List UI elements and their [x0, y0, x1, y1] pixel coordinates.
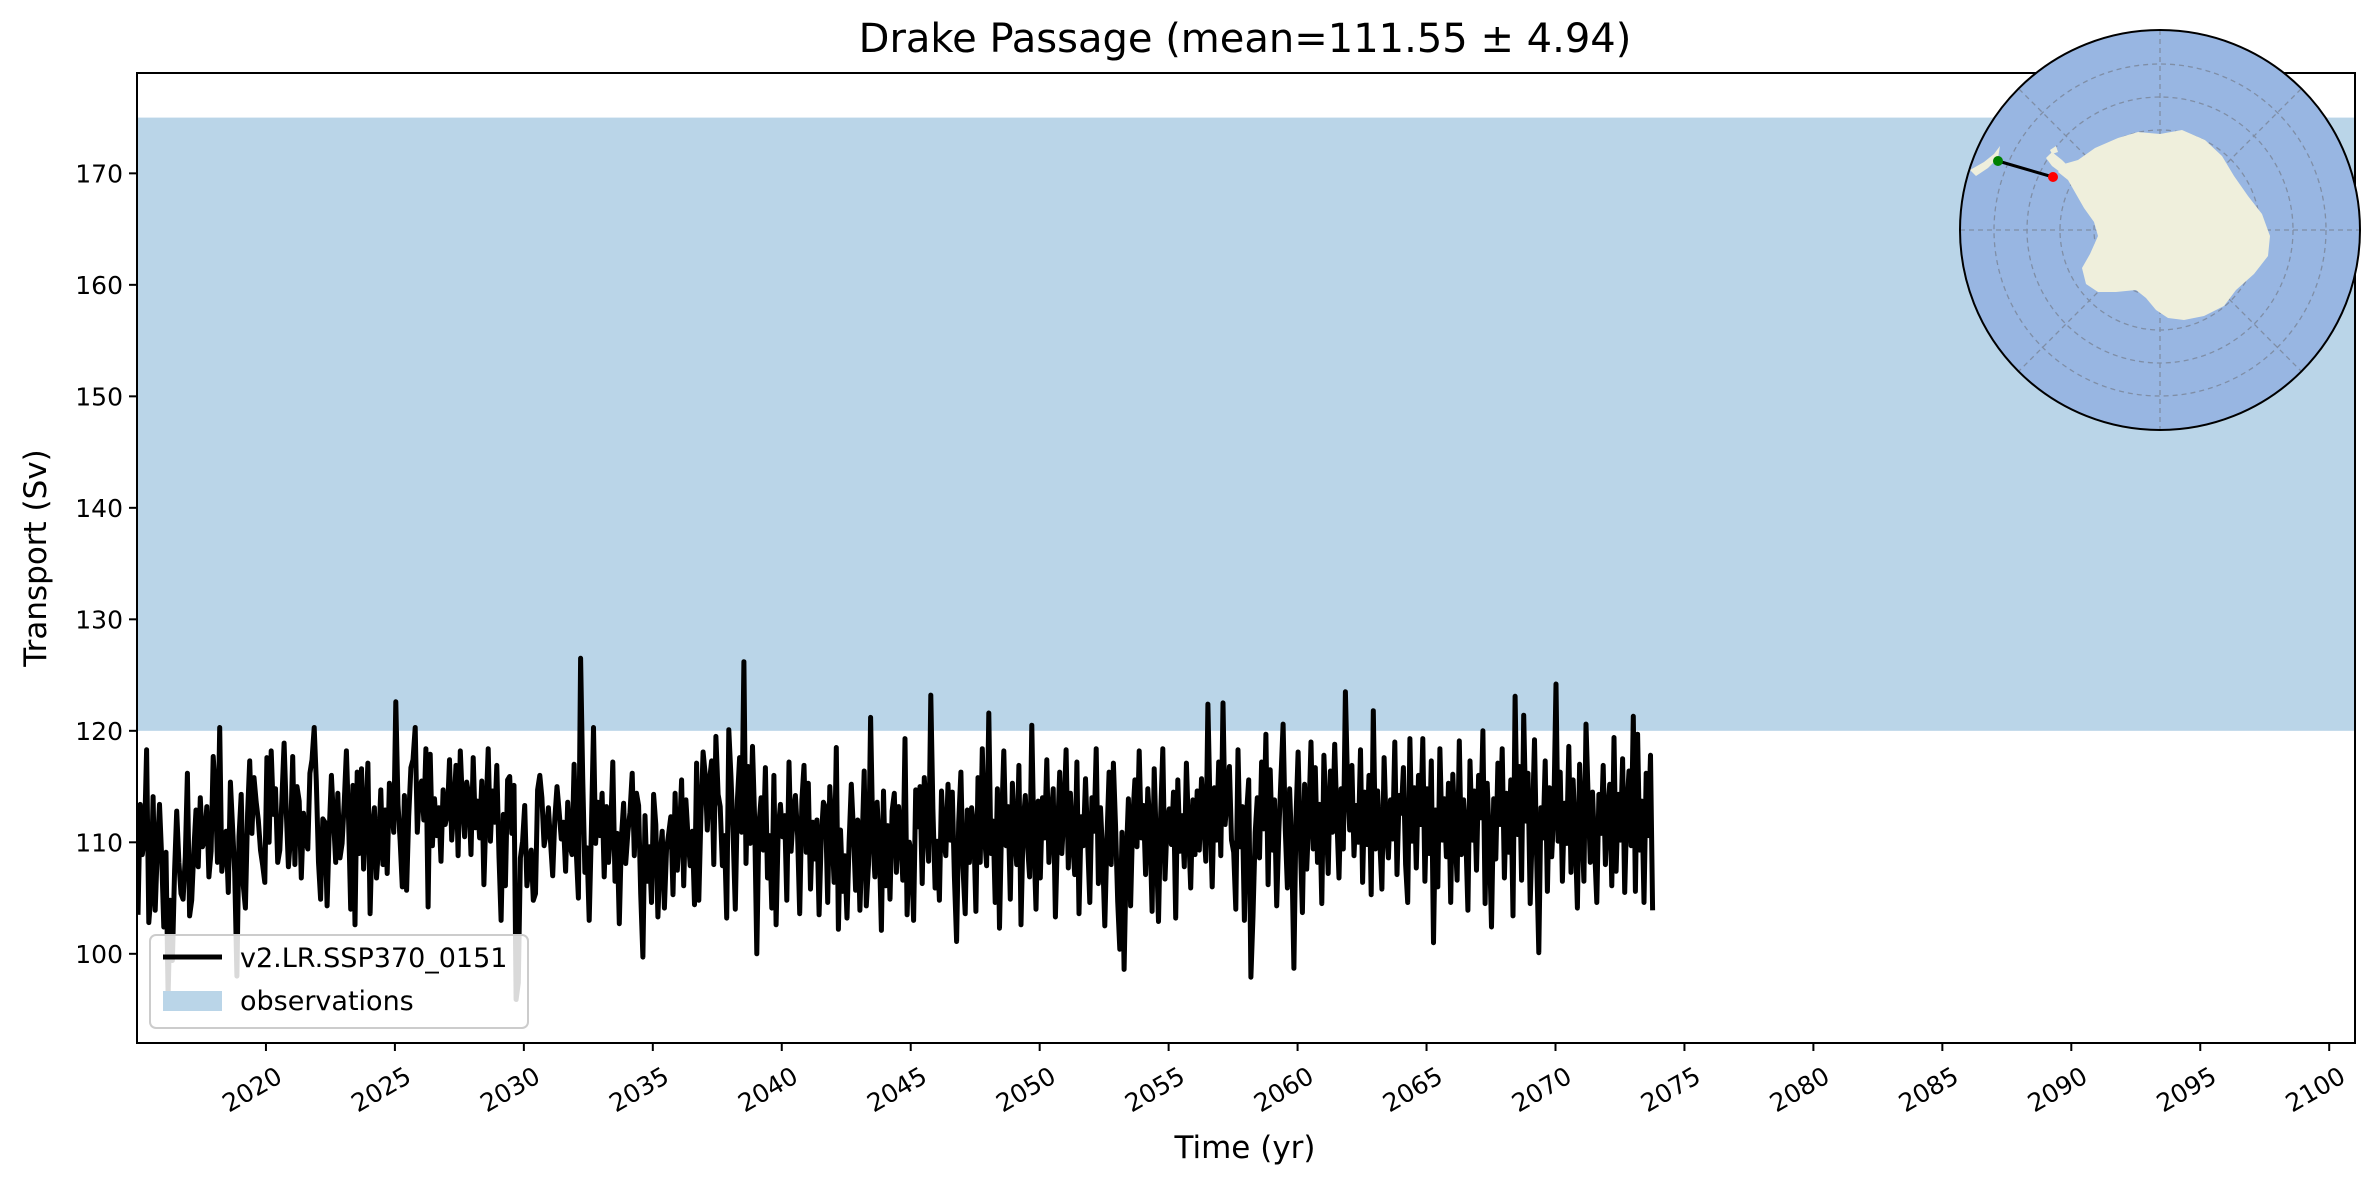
map-section-line	[1997, 159, 2054, 179]
legend-series-label: v2.LR.SSP370_0151	[240, 943, 507, 974]
y-tick-label: 170	[75, 159, 123, 188]
y-tick-label: 150	[75, 382, 123, 411]
legend: v2.LR.SSP370_0151 observations	[149, 934, 529, 1029]
map-antarctic-peninsula	[2046, 152, 2070, 172]
map-section-start	[1993, 156, 2003, 166]
map-outline	[1959, 29, 2361, 431]
inset-map	[1959, 29, 2361, 431]
map-antarctica	[2058, 130, 2270, 320]
y-tick-label: 140	[75, 494, 123, 523]
y-axis: 100 110 120 130 140 150 160 170	[75, 159, 137, 969]
map-section-end	[2048, 172, 2058, 182]
y-tick-label: 130	[75, 605, 123, 634]
series-line	[137, 655, 1656, 1002]
x-axis-label: Time (yr)	[1174, 1130, 1316, 1166]
map-islands	[2050, 146, 2058, 154]
plot-frame	[136, 72, 2356, 1044]
map-south-america	[1970, 146, 2000, 176]
legend-band-swatch	[163, 991, 222, 1011]
legend-frame	[149, 934, 529, 1029]
y-tick-label: 120	[75, 717, 123, 746]
y-tick-label: 160	[75, 271, 123, 300]
chart-title: Drake Passage (mean=111.55 ± 4.94)	[859, 16, 1632, 62]
y-axis-label: Transport (Sv)	[18, 449, 54, 668]
y-tick-label: 100	[75, 940, 123, 969]
y-tick-label: 110	[75, 828, 123, 857]
legend-observations-label: observations	[240, 986, 414, 1017]
